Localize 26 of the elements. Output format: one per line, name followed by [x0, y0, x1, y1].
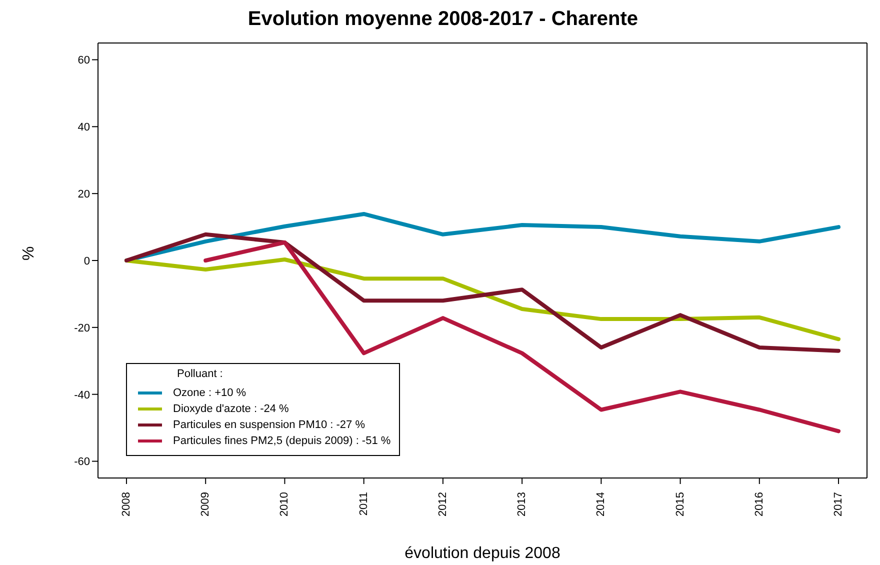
x-tick-label: 2017: [832, 492, 845, 516]
legend-label: Particules en suspension PM10 : -27 %: [173, 419, 365, 431]
line-series: [124, 232, 841, 353]
x-axis-title: évolution depuis 2008: [404, 545, 560, 562]
y-tick-label: 20: [78, 188, 90, 200]
x-tick-label: 2016: [753, 492, 766, 516]
chart-title: Evolution moyenne 2008-2017 - Charente: [246, 8, 640, 32]
y-tick-label: -60: [74, 456, 90, 468]
y-tick-label: 0: [84, 255, 90, 268]
x-tick-label: 2008: [120, 492, 132, 516]
x-tick-label: 2013: [516, 492, 528, 516]
legend-title: Polluant :: [177, 368, 224, 380]
y-axis-title: %: [20, 246, 38, 260]
legend-label: Particules fines PM2,5 (depuis 2009) : -51 %: [173, 435, 391, 447]
y-tick-label: 40: [78, 122, 90, 134]
x-tick-label: 2010: [278, 492, 291, 516]
legend-label: Dioxyde d'azote : -24 %: [173, 403, 289, 415]
x-tick-label: 2011: [358, 492, 370, 516]
y-tick-label: -20: [74, 322, 90, 334]
x-tick-label: 2014: [595, 492, 608, 516]
x-tick-label: 2012: [436, 492, 449, 516]
x-tick-label: 2009: [200, 492, 212, 516]
y-tick-label: 60: [78, 54, 90, 67]
x-tick-label: 2015: [674, 492, 686, 516]
y-tick-label: -40: [74, 389, 90, 402]
legend-label: Ozone : +10 %: [173, 387, 246, 399]
